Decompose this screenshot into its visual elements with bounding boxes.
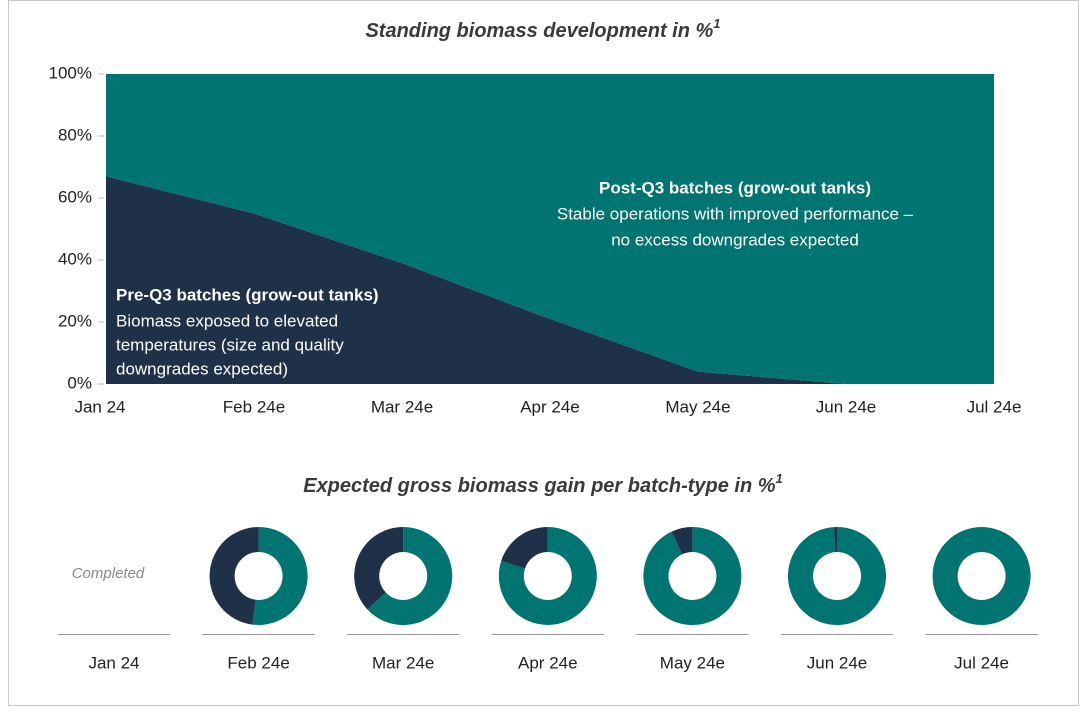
donut-segment bbox=[367, 527, 453, 626]
donut-segment bbox=[787, 527, 886, 625]
category-label: Jan 24 bbox=[88, 653, 139, 672]
title-text: Standing biomass development in % bbox=[365, 20, 713, 42]
chart-title: Expected gross biomass gain per batch-ty… bbox=[303, 471, 783, 497]
series-annotation: Stable operations with improved performa… bbox=[557, 204, 914, 223]
donut-segment bbox=[643, 527, 742, 625]
title-footnote: 1 bbox=[776, 471, 783, 486]
series-label: Post-Q3 batches (grow-out tanks) bbox=[599, 178, 871, 197]
y-tick-label: 20% bbox=[58, 311, 92, 330]
series-annotation: downgrades expected) bbox=[116, 359, 288, 378]
category-label: Jun 24e bbox=[807, 653, 868, 672]
donut-segment bbox=[209, 527, 259, 625]
category-label: Apr 24e bbox=[518, 653, 578, 672]
y-tick-label: 80% bbox=[58, 125, 92, 144]
chart-title: Standing biomass development in %1 bbox=[365, 16, 720, 42]
x-tick-label: Jan 24 bbox=[74, 397, 125, 416]
series-annotation: no excess downgrades expected bbox=[611, 230, 859, 249]
donut-segment bbox=[498, 527, 597, 626]
y-tick-label: 60% bbox=[58, 187, 92, 206]
completed-label: Completed bbox=[72, 565, 145, 582]
area bbox=[106, 74, 994, 384]
y-tick-label: 0% bbox=[67, 373, 92, 392]
category-label: May 24e bbox=[660, 653, 725, 672]
x-tick-label: Jun 24e bbox=[816, 397, 877, 416]
title-text: Expected gross biomass gain per batch-ty… bbox=[303, 475, 776, 497]
y-tick-label: 100% bbox=[49, 63, 92, 82]
x-tick-label: Apr 24e bbox=[520, 397, 580, 416]
x-tick-label: Feb 24e bbox=[223, 397, 285, 416]
series-annotation: Biomass exposed to elevated bbox=[116, 311, 338, 330]
x-tick-label: Mar 24e bbox=[371, 397, 433, 416]
donut-segment bbox=[252, 527, 308, 625]
x-tick-label: Jul 24e bbox=[967, 397, 1022, 416]
category-label: Mar 24e bbox=[372, 653, 434, 672]
y-tick-label: 40% bbox=[58, 249, 92, 268]
category-label: Jul 24e bbox=[954, 653, 1009, 672]
donut-segment bbox=[671, 527, 693, 555]
donut-segment bbox=[932, 527, 1031, 625]
donut-segment bbox=[354, 527, 404, 610]
x-tick-label: May 24e bbox=[665, 397, 730, 416]
series-label: Pre-Q3 batches (grow-out tanks) bbox=[116, 285, 379, 304]
title-footnote: 1 bbox=[713, 16, 720, 31]
area bbox=[106, 176, 994, 384]
category-label: Feb 24e bbox=[227, 653, 289, 672]
donut-segment bbox=[501, 527, 548, 569]
donut-segment bbox=[833, 527, 837, 553]
series-annotation: temperatures (size and quality bbox=[116, 335, 344, 354]
